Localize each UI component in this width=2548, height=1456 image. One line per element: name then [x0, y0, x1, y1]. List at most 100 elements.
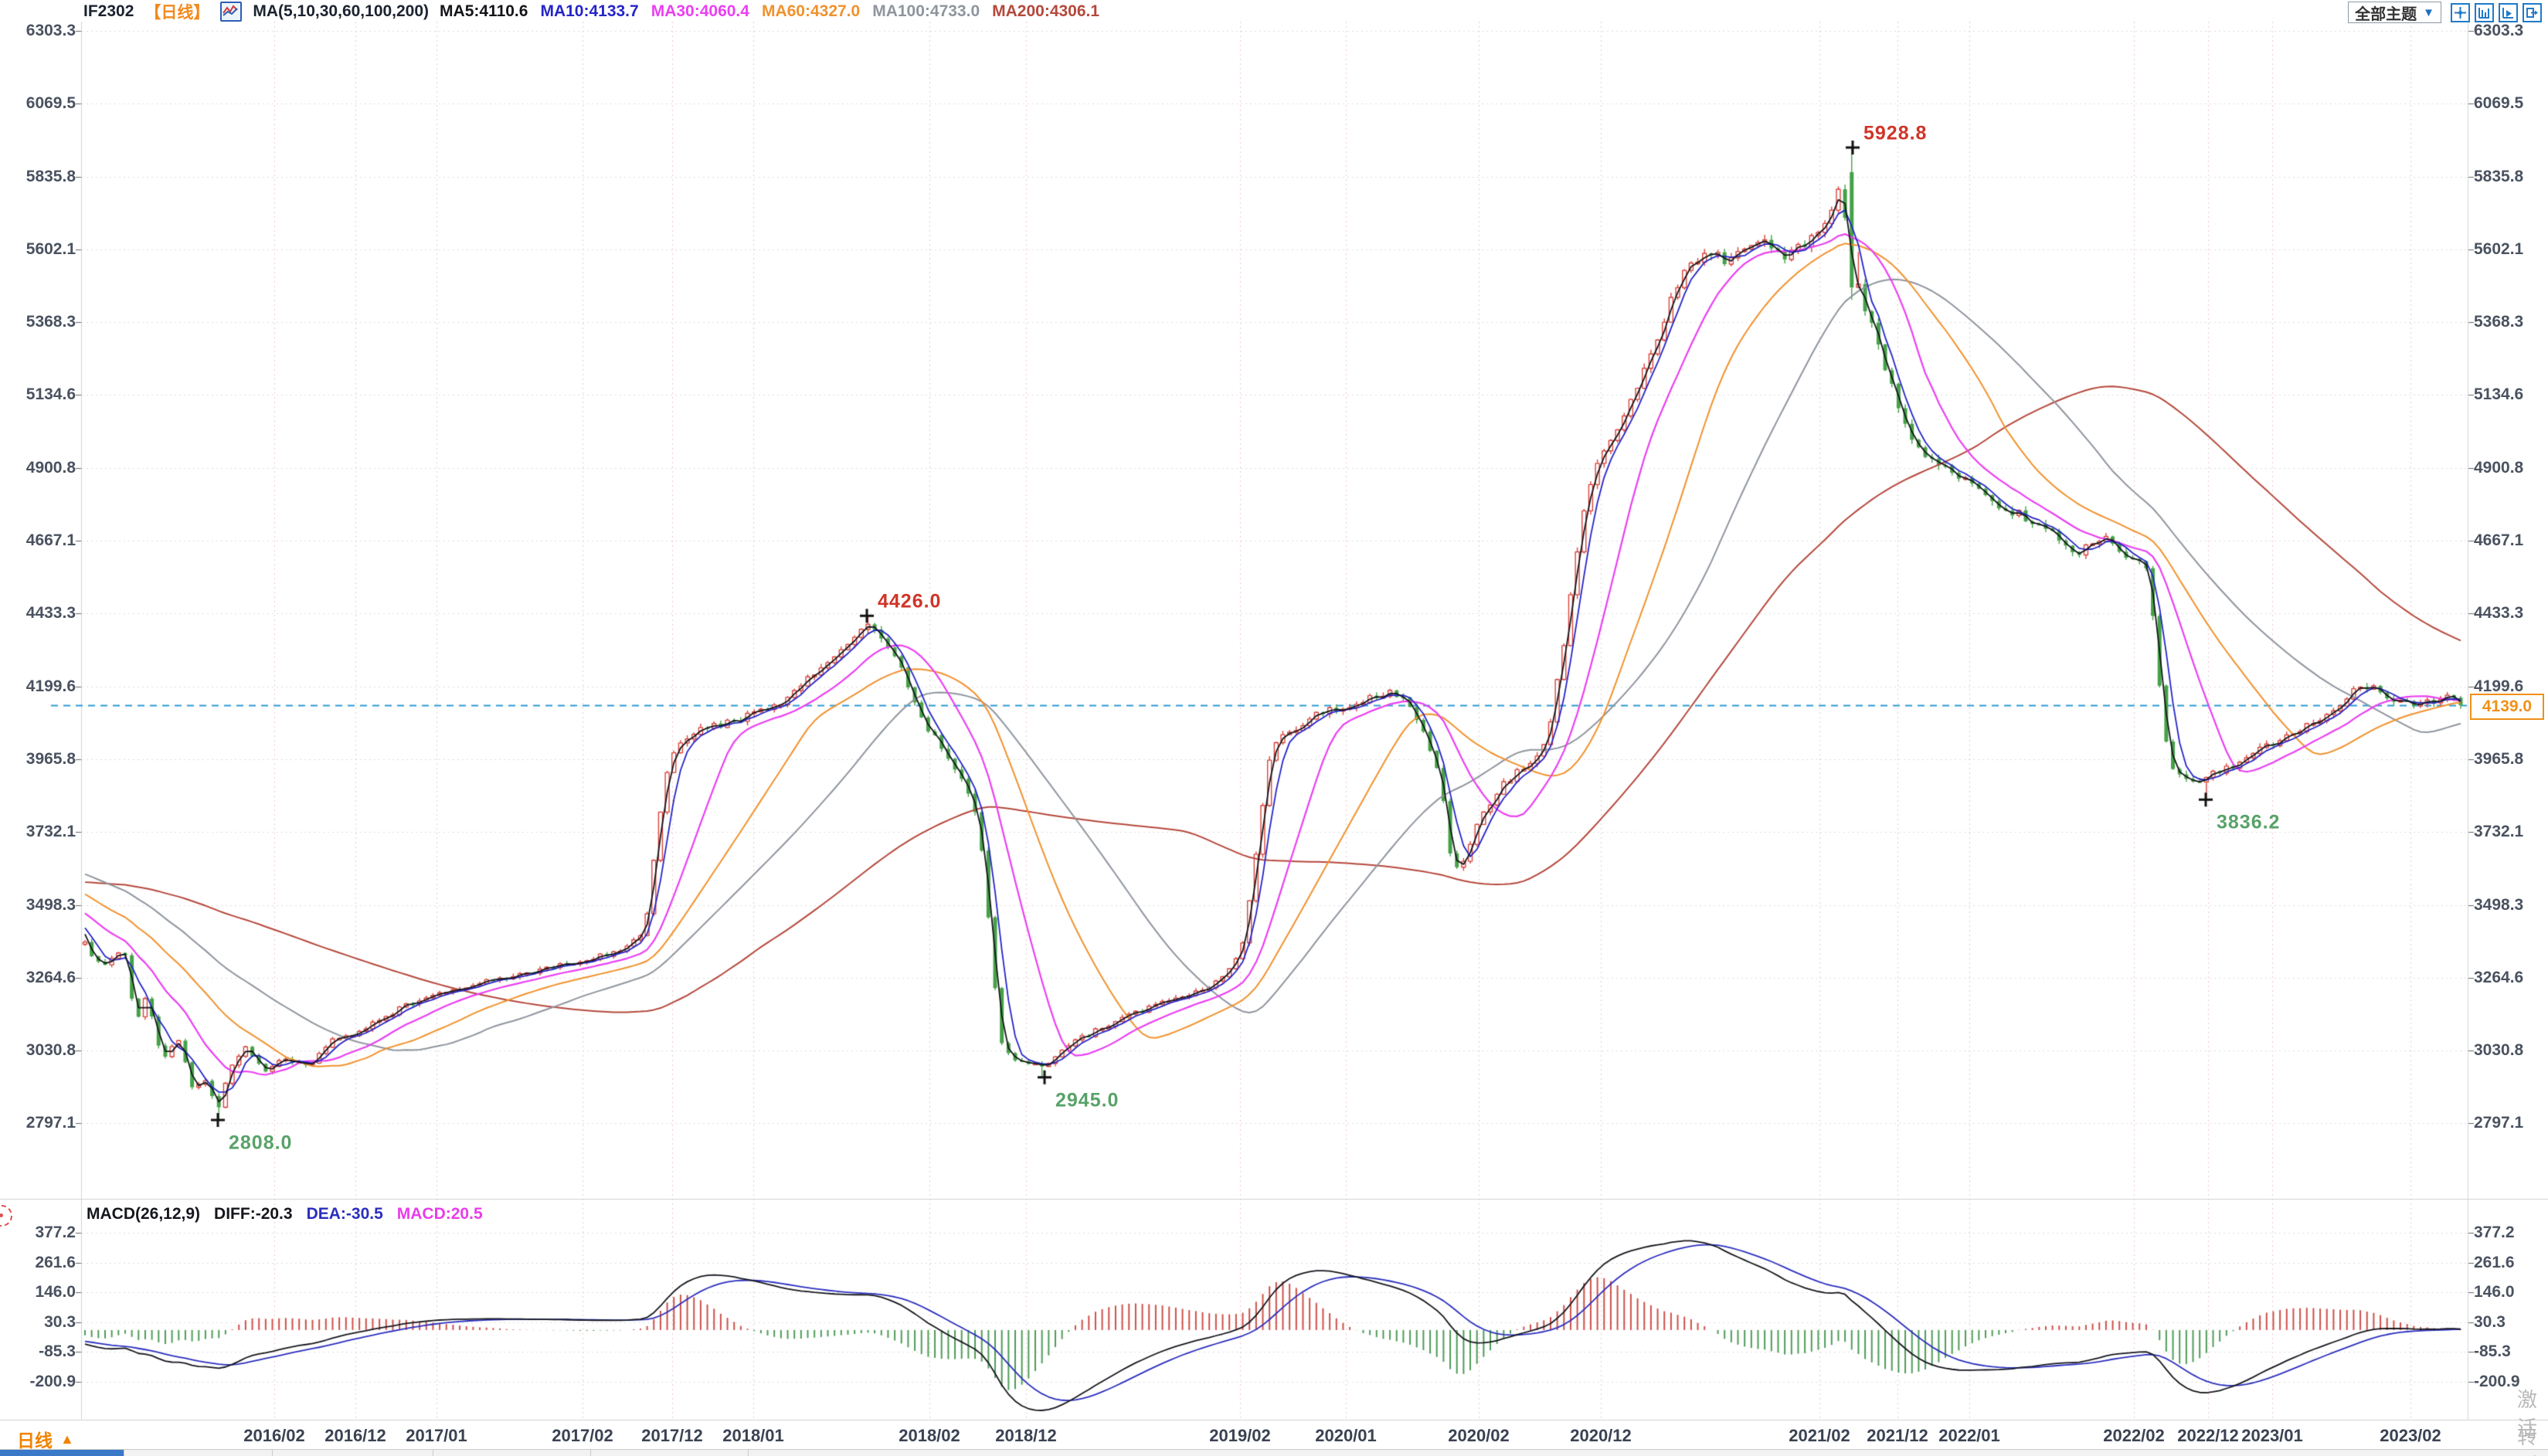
main-y-axis-label-right: 5368.3 — [2474, 313, 2524, 331]
export-chart-icon[interactable] — [2523, 2, 2542, 22]
price-annotation-low: 2808.0 — [229, 1132, 293, 1154]
top-toolbar: 全部主题 ▼ — [2348, 2, 2542, 23]
main-y-axis-label-left: 5602.1 — [25, 239, 76, 258]
ma-legend-item: MA10:4133.7 — [540, 2, 639, 20]
panel-divider[interactable] — [0, 1199, 2548, 1200]
price-annotation-high: 4426.0 — [878, 590, 942, 613]
price-annotation-high: 5928.8 — [1863, 122, 1928, 144]
macd-y-axis-label-right: 146.0 — [2474, 1283, 2515, 1302]
activate-windows-watermark-line1: 激活 — [2517, 1388, 2538, 1440]
line-chart-icon[interactable] — [220, 2, 243, 22]
current-price-pin: 4139.0 — [2470, 694, 2544, 721]
macd-y-axis-label-left: 377.2 — [35, 1224, 76, 1241]
x-axis-date-label: 2021/02 — [1789, 1426, 1850, 1445]
macd-y-axis-label-left: 30.3 — [44, 1312, 76, 1331]
x-axis-date-label: 2018/12 — [995, 1426, 1057, 1445]
macd-dea-value: DEA:-30.5 — [306, 1205, 383, 1223]
chevron-down-icon: ▼ — [2423, 5, 2434, 19]
main-y-axis-label-right: 4199.6 — [2474, 677, 2524, 695]
tab-separator — [272, 1450, 273, 1456]
x-axis-date-label: 2023/01 — [2241, 1426, 2303, 1445]
x-axis-date-label: 2020/02 — [1448, 1426, 1510, 1445]
x-axis-date-label: 2020/01 — [1315, 1426, 1377, 1445]
chart-header: IF2302 【日线】 MA(5,10,30,60,100,200) MA5:4… — [83, 0, 1099, 23]
period-tab-daily[interactable]: 日线 ▲ — [17, 1426, 74, 1452]
main-y-axis-label-right: 5835.8 — [2474, 167, 2524, 185]
x-axis-date-label: 2022/12 — [2177, 1426, 2239, 1445]
x-axis-date-label: 2021/12 — [1867, 1426, 1928, 1445]
ma-legend-item: MA5:4110.6 — [440, 2, 528, 20]
main-y-axis-label-left: 6303.3 — [25, 22, 76, 39]
x-axis-date-label: 2017/01 — [406, 1426, 467, 1445]
x-axis-date-label: 2018/02 — [899, 1426, 960, 1445]
x-axis-date-label: 2016/12 — [324, 1426, 386, 1445]
x-axis-date-label: 2019/02 — [1209, 1426, 1271, 1445]
main-y-axis-label-right: 3965.8 — [2474, 750, 2524, 768]
main-y-axis-label-right: 3030.8 — [2474, 1041, 2524, 1060]
x-axis-date-label: 2020/12 — [1570, 1426, 1632, 1445]
pan-crosshair-icon[interactable] — [2451, 2, 2470, 22]
main-y-axis-label-right: 4433.3 — [2474, 604, 2524, 623]
ma-values-legend: MA5:4110.6 MA10:4133.7 MA30:4060.4 MA60:432… — [440, 2, 1099, 21]
main-y-axis-label-right: 3732.1 — [2474, 823, 2524, 841]
symbol-label: IF2302 — [83, 2, 134, 20]
main-y-axis-label-left: 4199.6 — [25, 677, 76, 695]
axis-scale-icon[interactable] — [2475, 2, 2494, 22]
main-y-axis-label-left: 3030.8 — [25, 1041, 76, 1060]
ma-group-label: MA(5,10,30,60,100,200) — [253, 2, 430, 20]
main-y-axis-label-right: 4900.8 — [2474, 458, 2524, 477]
main-y-axis-label-right: 4667.1 — [2474, 531, 2524, 550]
tab-separator — [748, 1450, 749, 1456]
main-y-axis-label-right: 5134.6 — [2474, 385, 2524, 404]
active-tab-indicator[interactable] — [0, 1450, 124, 1456]
ma-legend-item: MA200:4306.1 — [992, 2, 1100, 20]
x-axis-date-label: 2017/02 — [552, 1426, 613, 1445]
main-y-axis-label-left: 4900.8 — [25, 458, 76, 477]
main-y-axis-label-right: 3498.3 — [2474, 895, 2524, 914]
macd-title: MACD(26,12,9) — [87, 1205, 201, 1223]
main-y-axis-label-left: 3264.6 — [25, 968, 76, 986]
macd-y-axis-label-left: 261.6 — [35, 1253, 76, 1271]
activate-windows-watermark-line2: 转到 — [2517, 1425, 2538, 1456]
main-y-axis-label-left: 4433.3 — [25, 604, 76, 623]
macd-macd-value: MACD:20.5 — [396, 1205, 483, 1223]
macd-y-axis-label-left: -85.3 — [39, 1342, 76, 1361]
price-annotation-low: 2945.0 — [1055, 1089, 1119, 1112]
chart-toolbar-icons — [2451, 2, 2542, 22]
main-y-axis-label-left: 3498.3 — [25, 895, 76, 914]
theme-dropdown-label: 全部主题 — [2355, 5, 2417, 23]
main-y-axis-label-left: 3732.1 — [25, 823, 76, 841]
triangle-up-icon: ▲ — [60, 1431, 74, 1447]
x-axis-date-label: 2017/12 — [641, 1426, 703, 1445]
period-label[interactable]: 【日线】 — [144, 4, 210, 22]
macd-y-axis-label-right: -85.3 — [2474, 1342, 2511, 1361]
main-y-axis-label-left: 4667.1 — [25, 531, 76, 550]
macd-y-axis-label-right: 377.2 — [2474, 1224, 2515, 1241]
main-y-axis-label-right: 5602.1 — [2474, 239, 2524, 258]
macd-y-axis-label-right: 30.3 — [2474, 1312, 2506, 1331]
main-y-axis-label-left: 5368.3 — [25, 313, 76, 331]
main-y-axis-label-right: 6303.3 — [2474, 22, 2524, 39]
macd-y-axis-label-right: 261.6 — [2474, 1253, 2515, 1271]
bottom-tab-bar — [0, 1449, 2548, 1456]
macd-indicator-header: MACD(26,12,9) DIFF:-20.3 DEA:-30.5 MACD:… — [87, 1205, 483, 1224]
macd-y-axis-label-right: -200.9 — [2474, 1372, 2520, 1390]
axis-playback-icon[interactable] — [2499, 2, 2518, 22]
main-y-axis-label-right: 6069.5 — [2474, 94, 2524, 113]
x-axis-date-label: 2023/02 — [2380, 1426, 2441, 1445]
theme-dropdown[interactable]: 全部主题 ▼ — [2348, 2, 2441, 23]
main-y-axis-label-right: 3264.6 — [2474, 968, 2524, 986]
main-y-axis-label-right: 2797.1 — [2474, 1114, 2524, 1132]
x-axis-date-label: 2018/01 — [722, 1426, 784, 1445]
x-axis-date-label: 2022/01 — [1938, 1426, 2000, 1445]
ma-legend-item: MA30:4060.4 — [651, 2, 749, 20]
x-axis-date-label: 2022/02 — [2103, 1426, 2165, 1445]
macd-y-axis-label-left: 146.0 — [35, 1283, 76, 1302]
x-axis-date-label: 2016/02 — [243, 1426, 305, 1445]
main-y-axis-label-left: 3965.8 — [25, 750, 76, 768]
tab-separator — [590, 1450, 591, 1456]
main-y-axis-label-left: 2797.1 — [25, 1114, 76, 1132]
main-y-axis-label-left: 5835.8 — [25, 167, 76, 185]
